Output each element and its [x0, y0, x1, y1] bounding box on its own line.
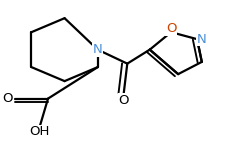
Text: N: N [197, 33, 207, 46]
Text: O: O [3, 92, 13, 105]
Text: N: N [93, 43, 103, 56]
Text: O: O [166, 22, 176, 35]
Text: O: O [119, 94, 129, 107]
Text: OH: OH [30, 125, 50, 138]
